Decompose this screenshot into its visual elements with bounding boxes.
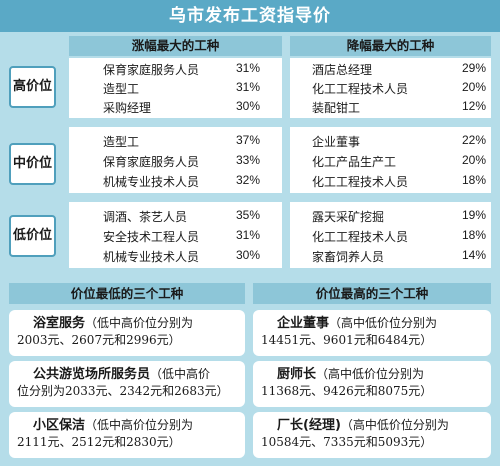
- cell-high-down: 酒店总经理 29% 化工工程技术人员 20% 装配钳工 12%: [290, 58, 491, 118]
- list-item: 露天采矿挖掘 19%: [312, 208, 487, 224]
- card-highest-3: 厂长(经理)（高中低价位分别为 10584元、7335元和5093元）: [253, 412, 491, 458]
- list-item: 机械专业技术人员 32%: [103, 173, 261, 189]
- list-item: 安全技术工程人员 31%: [103, 228, 261, 244]
- list-item: 造型工 37%: [103, 133, 261, 149]
- list-item: 机械专业技术人员 30%: [103, 248, 261, 264]
- list-item: 化工工程技术人员 20%: [312, 80, 487, 96]
- list-item: 造型工 31%: [103, 80, 261, 96]
- list-item: 装配钳工 12%: [312, 99, 487, 115]
- header-lowest-three: 价位最低的三个工种: [9, 283, 245, 304]
- list-item: 保育家庭服务人员 33%: [103, 153, 261, 169]
- cell-mid-up: 造型工 37% 保育家庭服务人员 33% 机械专业技术人员 32%: [69, 127, 282, 193]
- header-largest-decrease: 降幅最大的工种: [290, 36, 491, 56]
- row-label-high: 高价位: [9, 66, 56, 108]
- cell-low-down: 露天采矿挖掘 19% 化工工程技术人员 18% 家畜饲养人员 14%: [290, 202, 491, 268]
- list-item: 化工工程技术人员 18%: [312, 228, 487, 244]
- cell-mid-down: 企业董事 22% 化工产品生产工 20% 化工工程技术人员 18%: [290, 127, 491, 193]
- header-highest-three: 价位最高的三个工种: [253, 283, 491, 304]
- list-item: 调酒、茶艺人员 35%: [103, 208, 261, 224]
- card-lowest-2: 公共游览场所服务员（低中高价 位分别为2033元、2342元和2683元）: [9, 361, 245, 407]
- list-item: 化工工程技术人员 18%: [312, 173, 487, 189]
- card-lowest-3: 小区保洁（低中高价位分别为 2111元、2512元和2830元）: [9, 412, 245, 458]
- list-item: 酒店总经理 29%: [312, 61, 487, 77]
- card-highest-2: 厨师长（高中低价位分别为 11368元、9426元和8075元）: [253, 361, 491, 407]
- list-item: 企业董事 22%: [312, 133, 487, 149]
- row-label-mid: 中价位: [9, 143, 56, 185]
- list-item: 家畜饲养人员 14%: [312, 248, 487, 264]
- list-item: 采购经理 30%: [103, 99, 261, 115]
- cell-high-up: 保育家庭服务人员 31% 造型工 31% 采购经理 30%: [69, 58, 282, 118]
- card-highest-1: 企业董事（高中低价位分别为 14451元、9601元和6484元）: [253, 310, 491, 356]
- page-title: 乌市发布工资指导价: [0, 0, 500, 32]
- cell-low-up: 调酒、茶艺人员 35% 安全技术工程人员 31% 机械专业技术人员 30%: [69, 202, 282, 268]
- row-label-low: 低价位: [9, 215, 56, 257]
- list-item: 保育家庭服务人员 31%: [103, 61, 261, 77]
- header-largest-increase: 涨幅最大的工种: [69, 36, 282, 56]
- card-lowest-1: 浴室服务（低中高价位分别为 2003元、2607元和2996元）: [9, 310, 245, 356]
- list-item: 化工产品生产工 20%: [312, 153, 487, 169]
